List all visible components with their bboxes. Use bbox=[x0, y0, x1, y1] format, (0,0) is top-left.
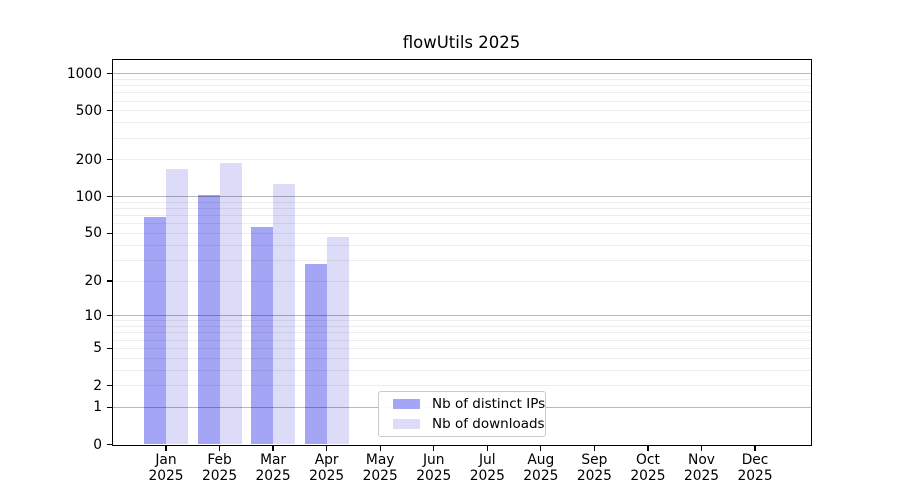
y-tick-label: 1 bbox=[93, 399, 102, 416]
y-tick-label: 2 bbox=[93, 377, 102, 394]
bar-mar-distinct-ips bbox=[251, 226, 274, 445]
gridline-minor bbox=[113, 332, 811, 334]
plot-border bbox=[111, 58, 812, 446]
y-tick-label: 0 bbox=[93, 436, 102, 453]
gridline-major bbox=[113, 315, 811, 317]
y-tick-mark bbox=[106, 110, 113, 112]
bar-apr-distinct-ips bbox=[304, 263, 327, 445]
y-tick-mark bbox=[106, 315, 113, 317]
x-tick-mark bbox=[379, 446, 381, 451]
x-tick-mark bbox=[540, 446, 542, 451]
y-tick-label: 20 bbox=[84, 273, 102, 290]
x-tick-mark bbox=[165, 446, 167, 451]
gridline-minor bbox=[113, 100, 811, 102]
y-tick-mark bbox=[106, 196, 113, 198]
gridline-major bbox=[113, 73, 811, 75]
y-tick-mark bbox=[106, 384, 113, 387]
legend-item-distinct-ips: Nb of distinct IPs bbox=[387, 394, 545, 414]
gridline-minor bbox=[113, 259, 811, 261]
gridline-minor bbox=[113, 137, 811, 139]
y-tick-mark bbox=[106, 159, 113, 161]
x-tick-label: May 2025 bbox=[362, 452, 398, 484]
legend-swatch-downloads bbox=[393, 419, 420, 429]
y-tick-label: 200 bbox=[75, 151, 102, 168]
x-tick-mark bbox=[272, 446, 274, 451]
y-tick-label: 100 bbox=[75, 188, 102, 205]
gridline-minor bbox=[113, 122, 811, 124]
y-tick-mark bbox=[106, 347, 113, 349]
x-tick-label: Jun 2025 bbox=[416, 452, 452, 484]
gridline-minor bbox=[113, 339, 811, 341]
x-tick-label: Jan 2025 bbox=[148, 452, 184, 484]
gridline-minor bbox=[113, 357, 811, 359]
x-tick-mark bbox=[647, 446, 649, 451]
x-tick-mark bbox=[218, 446, 221, 451]
gridline-minor bbox=[113, 208, 811, 210]
gridline-minor bbox=[113, 223, 811, 225]
x-tick-mark bbox=[754, 446, 756, 451]
x-tick-label: Aug 2025 bbox=[523, 452, 559, 484]
bar-feb-distinct-ips bbox=[197, 194, 220, 445]
x-tick-label: Nov 2025 bbox=[683, 452, 720, 484]
x-tick-label: Dec 2025 bbox=[737, 452, 773, 484]
gridline-minor bbox=[113, 369, 811, 371]
x-tick-mark bbox=[326, 446, 328, 451]
gridline-minor bbox=[113, 215, 811, 217]
x-tick-label: Oct 2025 bbox=[630, 452, 666, 484]
bar-jan-downloads bbox=[166, 169, 188, 445]
gridline-minor bbox=[113, 320, 811, 322]
gridline-minor bbox=[113, 280, 811, 282]
legend-item-downloads: Nb of downloads bbox=[387, 414, 545, 434]
legend-label-distinct-ips: Nb of distinct IPs bbox=[432, 396, 546, 412]
bar-jan-distinct-ips bbox=[144, 217, 166, 445]
gridline-minor bbox=[113, 85, 811, 87]
bar-apr-downloads bbox=[326, 236, 349, 445]
x-tick-label: Apr 2025 bbox=[309, 452, 345, 484]
gridline-minor bbox=[113, 244, 811, 246]
legend-swatch-distinct-ips bbox=[393, 399, 420, 409]
y-tick-mark bbox=[106, 232, 113, 235]
gridline-minor bbox=[113, 78, 811, 80]
x-tick-label: Mar 2025 bbox=[255, 452, 291, 484]
y-tick-mark bbox=[106, 443, 113, 446]
y-tick-label: 5 bbox=[93, 340, 102, 357]
x-tick-mark bbox=[593, 446, 596, 451]
gridline-minor bbox=[113, 326, 811, 328]
legend-label-downloads: Nb of downloads bbox=[432, 416, 545, 432]
gridline-minor bbox=[113, 159, 811, 161]
chart-title: flowUtils 2025 bbox=[402, 33, 521, 52]
bar-mar-downloads bbox=[273, 183, 296, 445]
y-tick-label: 50 bbox=[84, 225, 102, 242]
legend: Nb of distinct IPs Nb of downloads bbox=[378, 391, 546, 437]
gridline-major bbox=[113, 196, 811, 198]
x-tick-label: Feb 2025 bbox=[201, 452, 238, 484]
gridline-minor bbox=[113, 92, 811, 94]
y-tick-label: 500 bbox=[75, 102, 102, 119]
x-tick-label: Sep 2025 bbox=[576, 452, 612, 484]
gridline-minor bbox=[113, 201, 811, 203]
x-tick-mark bbox=[486, 446, 488, 451]
gridline-minor bbox=[113, 347, 811, 349]
bar-feb-downloads bbox=[219, 163, 242, 445]
y-tick-mark bbox=[106, 280, 113, 282]
gridline-minor bbox=[113, 232, 811, 234]
y-tick-label: 1000 bbox=[66, 65, 102, 82]
x-tick-mark bbox=[433, 446, 435, 451]
x-tick-label: Jul 2025 bbox=[469, 452, 505, 484]
gridline-minor bbox=[113, 110, 811, 112]
y-tick-mark bbox=[106, 406, 113, 408]
y-tick-label: 10 bbox=[84, 307, 102, 324]
x-tick-mark bbox=[700, 446, 703, 451]
gridline-minor bbox=[113, 385, 811, 387]
y-tick-mark bbox=[106, 72, 113, 75]
